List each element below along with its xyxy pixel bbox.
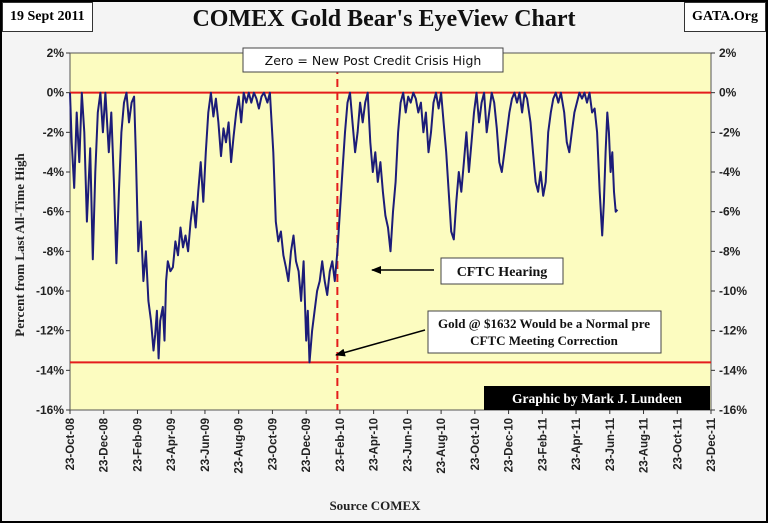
y-tick-label-right: -10% [719,284,747,298]
x-tick-label: 23-Dec-08 [99,417,111,472]
y-tick-label-right: -2% [719,125,741,139]
x-tick-label: 23-Dec-10 [504,418,516,472]
y-tick-label-left: -14% [36,363,64,377]
x-tick-label: 23-Aug-09 [234,418,246,474]
source-site-badge: GATA.Org [684,2,766,32]
y-tick-label-left: -2% [43,125,65,139]
y-tick-label-left: 2% [47,46,65,60]
y-tick-label-right: -12% [719,324,747,338]
y-tick-label-right: -16% [719,403,747,417]
annotation-zero-text: Zero = New Post Credit Crisis High [265,53,482,68]
annotation-cftc-text: CFTC Hearing [457,265,548,280]
annotation-cftc-box [440,257,564,285]
y-tick-label-left: 0% [47,86,65,100]
x-tick-label: 23-Oct-10 [470,418,482,470]
x-tick-label: 23-Jun-10 [402,418,414,472]
x-tick-label: 23-Apr-09 [166,418,178,471]
x-tick-label: 23-Jun-11 [605,417,617,471]
annotation-zero-box [242,47,504,73]
annotation-gold-line1: Gold @ $1632 Would be a Normal pre [438,316,650,331]
x-tick-label: 23-Oct-08 [65,417,77,470]
x-tick-label: 23-Oct-09 [267,418,279,470]
x-tick-label: 23-Aug-11 [639,417,651,473]
x-tick-label: 23-Jun-09 [200,418,212,472]
x-tick-label: 23-Apr-11 [571,417,583,470]
y-tick-label-right: -4% [719,165,741,179]
y-tick-label-left: -8% [43,244,65,258]
annotation-gold-box [427,310,662,354]
credit-box [484,386,710,410]
date-badge: 19 Sept 2011 [2,2,93,32]
y-tick-label-right: -8% [719,244,741,258]
y-axis-label: Percent from Last All-Time High [12,153,27,337]
credit-text: Graphic by Mark J. Lundeen [512,391,682,406]
y-tick-label-right: -14% [719,363,747,377]
y-tick-label-right: 2% [719,46,737,60]
y-tick-label-left: -16% [36,403,64,417]
y-tick-label-left: -12% [36,324,64,338]
x-tick-label: 23-Feb-11 [537,417,549,471]
plot-area [69,52,712,411]
x-tick-label: 23-Aug-10 [436,418,448,474]
y-tick-label-left: -4% [43,165,65,179]
annotation-gold-line2: CFTC Meeting Correction [470,333,619,348]
y-tick-label-left: -6% [43,205,65,219]
x-tick-label: 23-Feb-10 [335,418,347,472]
y-tick-label-left: -10% [36,284,64,298]
chart-title: COMEX Gold Bear's EyeView Chart [192,6,576,32]
x-tick-label: 23-Apr-10 [369,418,381,471]
annotation-gold-arrow [335,329,426,357]
x-tick-label: 23-Dec-11 [706,417,718,471]
y-tick-label-right: -6% [719,205,741,219]
x-axis-label: Source COMEX [329,498,421,513]
gold-percent-series-line [69,91,619,364]
y-tick-label-right: 0% [719,86,737,100]
x-tick-label: 23-Oct-11 [672,417,684,469]
x-tick-label: 23-Dec-09 [301,418,313,472]
x-tick-label: 23-Feb-09 [132,418,144,472]
